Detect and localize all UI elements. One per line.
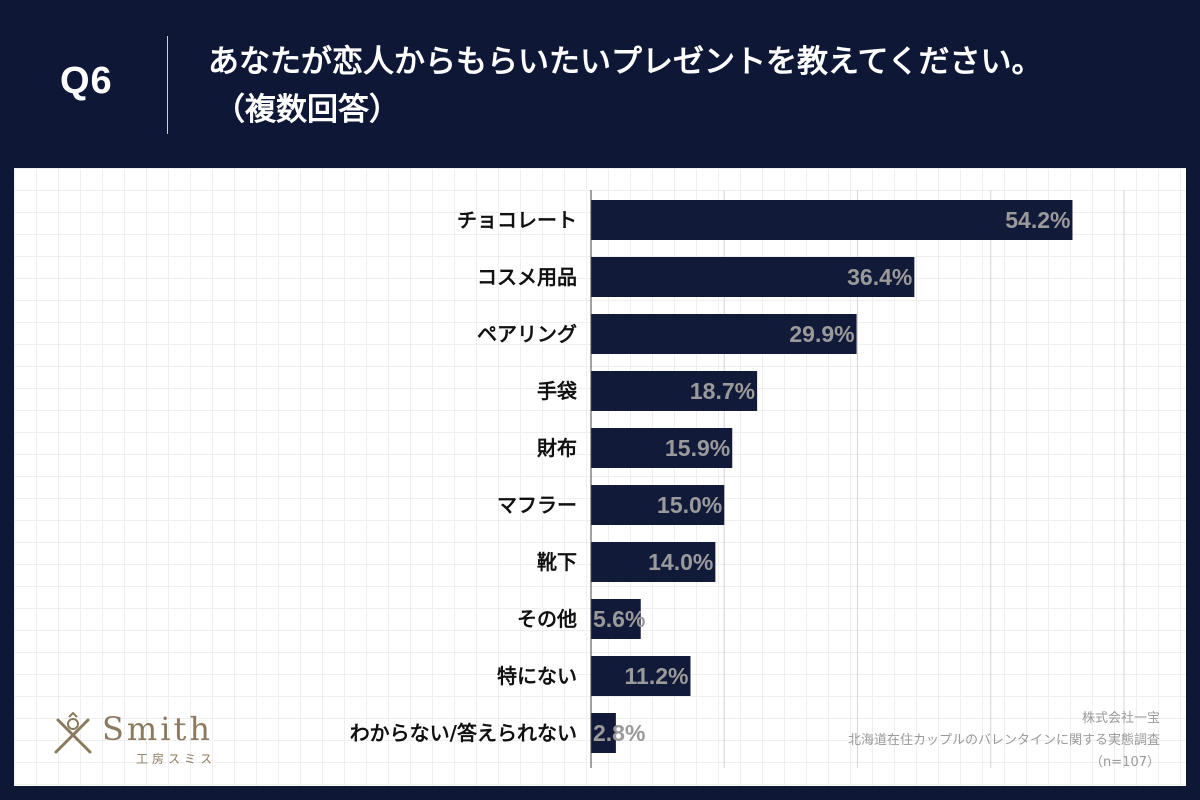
source-sample: （n=107）: [1090, 755, 1160, 770]
category-label-5: マフラー: [497, 493, 577, 517]
category-label-8: 特にない: [497, 664, 577, 688]
bar-1: [591, 257, 915, 297]
value-label-0: 54.2%: [1005, 207, 1070, 233]
category-label-4: 財布: [537, 436, 577, 460]
category-label-3: 手袋: [537, 379, 578, 403]
value-label-5: 15.0%: [657, 492, 722, 518]
value-label-9: 2.8%: [593, 720, 645, 746]
bar-5: [591, 485, 725, 525]
crossed-tools-icon: [54, 712, 92, 754]
bar-4: [591, 428, 733, 468]
bar-2: [591, 314, 857, 354]
value-label-8: 11.2%: [625, 663, 689, 689]
category-label-2: ペアリング: [477, 322, 577, 346]
bar-8: [591, 656, 691, 696]
bar-chart: チョコレート 54.2% コスメ用品 36.4% ペアリング 29.9% 手袋 18.7% 財布…: [350, 190, 1125, 768]
header: Q6 あなたが恋人からもらいたいプレゼントを教えてください。 （複数回答）: [0, 0, 1200, 168]
category-label-7: その他: [517, 607, 577, 631]
value-label-4: 15.9%: [665, 435, 730, 461]
category-label-1: コスメ用品: [477, 265, 577, 289]
header-divider: [167, 36, 168, 134]
source-note: 株式会社一宝 北海道在住カップルのバレンタインに関する実態調査 （n=107）: [848, 708, 1160, 774]
logo-subtitle: 工房スミス: [136, 752, 217, 766]
question-number: Q6: [60, 60, 113, 102]
source-survey: 北海道在住カップルのバレンタインに関する実態調査: [847, 733, 1160, 748]
smith-logo: Smith 工房スミス: [50, 708, 260, 774]
question-text: あなたが恋人からもらいたいプレゼントを教えてください。 （複数回答）: [208, 38, 1168, 134]
bar-7: [591, 599, 641, 639]
source-company: 株式会社一宝: [1081, 711, 1160, 726]
value-label-3: 18.7%: [690, 378, 755, 404]
bar-9: [591, 713, 616, 753]
value-label-6: 14.0%: [648, 549, 713, 575]
value-label-1: 36.4%: [847, 264, 912, 290]
category-label-0: チョコレート: [457, 208, 577, 232]
bar-3: [591, 371, 758, 411]
value-label-7: 5.6%: [593, 606, 645, 632]
bar-0: [591, 200, 1073, 240]
category-label-6: 靴下: [537, 550, 577, 574]
category-label-9: わからない/答えられない: [350, 721, 577, 745]
question-line-2: （複数回答）: [214, 92, 400, 128]
question-line-1: あなたが恋人からもらいたいプレゼントを教えてください。: [208, 44, 1043, 80]
bar-6: [591, 542, 716, 582]
chart-panel: チョコレート 54.2% コスメ用品 36.4% ペアリング 29.9% 手袋 18.7% 財布…: [14, 168, 1186, 786]
logo-wordmark: Smith: [102, 710, 213, 748]
value-label-2: 29.9%: [789, 321, 854, 347]
